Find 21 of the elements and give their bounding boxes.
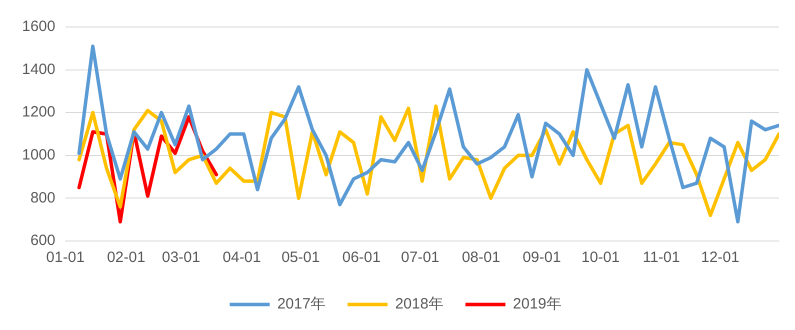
y-tick-label: 600 [30,232,56,250]
x-tick-label: 02-01 [106,249,146,266]
y-tick-label: 1400 [22,60,56,78]
x-tick-label: 06-01 [342,249,381,266]
y-tick-label: 1200 [22,104,56,121]
legend-label: 2019年 [512,296,562,313]
x-tick-label: 04-01 [222,249,262,266]
legend-label: 2018年 [395,296,444,313]
y-tick-label: 800 [30,189,56,206]
x-tick-label: 05-01 [281,249,320,266]
x-tick-label: 09-01 [522,249,561,266]
y-tick-label: 1000 [22,146,56,164]
x-tick-label: 01-01 [46,249,85,266]
x-tick-label: 07-01 [401,249,440,266]
legend-label: 2017年 [277,296,326,313]
x-tick-label: 08-01 [462,249,500,266]
x-tick-label: 03-01 [162,249,200,266]
x-tick-label: 10-01 [581,249,620,266]
x-tick-label: 11-01 [642,249,680,266]
x-tick-label: 12-01 [700,249,740,266]
y-tick-label: 1600 [22,18,56,36]
